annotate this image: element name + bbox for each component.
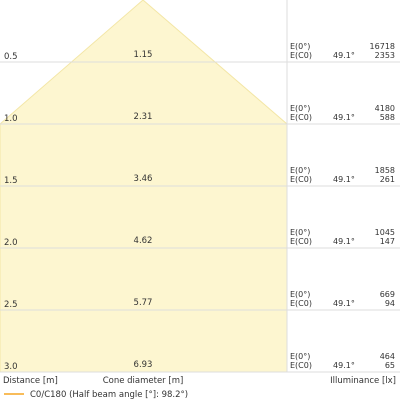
distance-axis-label: Distance [m] bbox=[3, 376, 58, 386]
distance-label: 1.0 bbox=[4, 114, 18, 124]
illuminance-axis-label: Illuminance [lx] bbox=[330, 376, 396, 386]
illuminance-e0-value: 464 bbox=[380, 352, 395, 361]
illuminance-ec0-value: 147 bbox=[380, 237, 395, 246]
half-angle-value: 49.1° bbox=[333, 299, 355, 308]
e0-label: E(0°) bbox=[290, 166, 310, 175]
illuminance-ec0-value: 261 bbox=[380, 175, 395, 184]
illuminance-e0-value: 16718 bbox=[370, 42, 395, 51]
half-angle-value: 49.1° bbox=[333, 51, 355, 60]
illuminance-ec0-value: 588 bbox=[380, 113, 395, 122]
illuminance-e0-value: 1045 bbox=[375, 228, 395, 237]
distance-label: 3.0 bbox=[4, 362, 18, 372]
illuminance-e0-value: 4180 bbox=[375, 104, 395, 113]
chart-footer: Distance [m] Cone diameter [m] Illuminan… bbox=[3, 376, 396, 386]
ec0-label: E(C0) bbox=[290, 299, 312, 308]
e0-label: E(0°) bbox=[290, 352, 310, 361]
half-angle-value: 49.1° bbox=[333, 175, 355, 184]
cone-diameter-value: 5.77 bbox=[134, 298, 153, 308]
cone-diameter-axis-label: Cone diameter [m] bbox=[103, 376, 184, 386]
ec0-label: E(C0) bbox=[290, 51, 312, 60]
distance-label: 1.5 bbox=[4, 176, 18, 186]
cone-diameter-value: 2.31 bbox=[134, 112, 153, 122]
cone-diameter-value: 3.46 bbox=[134, 174, 153, 184]
illuminance-e0-value: 1858 bbox=[375, 166, 395, 175]
e0-label: E(0°) bbox=[290, 228, 310, 237]
half-angle-value: 49.1° bbox=[333, 237, 355, 246]
half-angle-value: 49.1° bbox=[333, 113, 355, 122]
e0-label: E(0°) bbox=[290, 42, 310, 51]
ec0-label: E(C0) bbox=[290, 175, 312, 184]
distance-label: 0.5 bbox=[4, 52, 18, 62]
legend: C0/C180 (Half beam angle [°]: 98.2°) bbox=[4, 390, 188, 400]
legend-label: C0/C180 (Half beam angle [°]: 98.2°) bbox=[30, 390, 188, 400]
illuminance-ec0-value: 94 bbox=[385, 299, 395, 308]
ec0-label: E(C0) bbox=[290, 361, 312, 370]
e0-label: E(0°) bbox=[290, 290, 310, 299]
distance-label: 2.5 bbox=[4, 300, 18, 310]
cone-diameter-value: 1.15 bbox=[134, 50, 153, 60]
ec0-label: E(C0) bbox=[290, 237, 312, 246]
grid-lines bbox=[0, 0, 400, 373]
half-angle-value: 49.1° bbox=[333, 361, 355, 370]
e0-label: E(0°) bbox=[290, 104, 310, 113]
illuminance-ec0-value: 2353 bbox=[375, 51, 395, 60]
illuminance-e0-value: 669 bbox=[380, 290, 395, 299]
cone-diameter-value: 6.93 bbox=[134, 360, 153, 370]
illuminance-ec0-value: 65 bbox=[385, 361, 395, 370]
distance-label: 2.0 bbox=[4, 238, 18, 248]
ec0-label: E(C0) bbox=[290, 113, 312, 122]
cone-diameter-value: 4.62 bbox=[134, 236, 153, 246]
